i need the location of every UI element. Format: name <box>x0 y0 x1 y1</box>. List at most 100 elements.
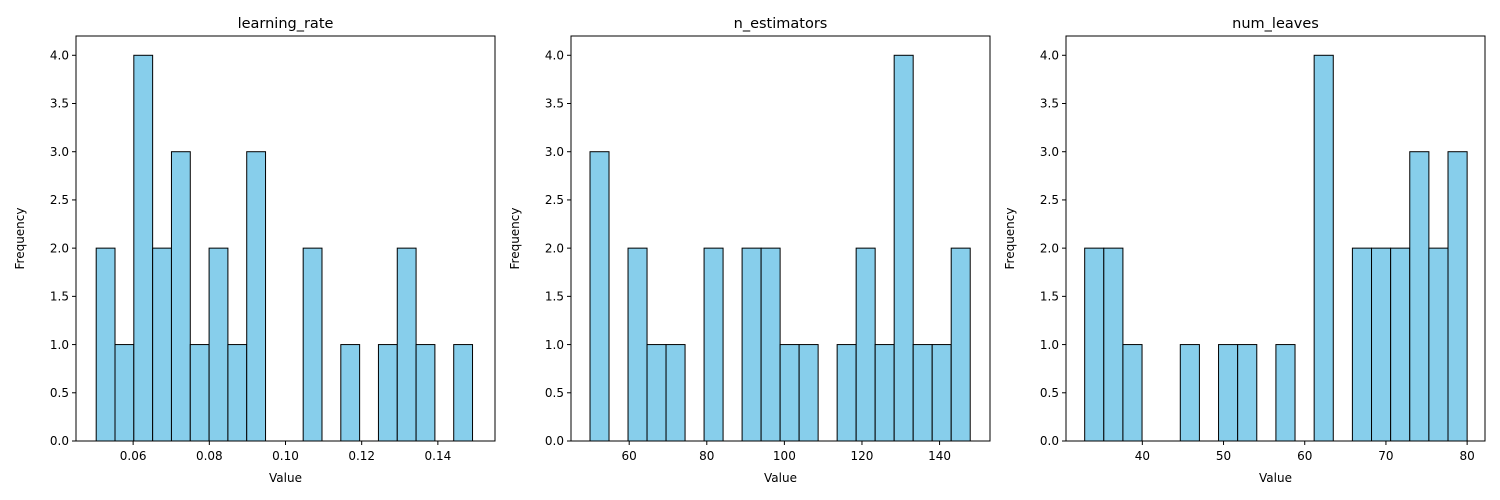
histogram-bar <box>453 344 474 442</box>
histogram-bar <box>133 54 154 442</box>
histogram-bar <box>246 151 267 442</box>
y-tick-label: 4.0 <box>545 48 564 62</box>
histogram-bar <box>1179 344 1200 442</box>
x-tick-label: 80 <box>699 449 714 463</box>
histogram-bar <box>855 247 876 442</box>
x-tick-label: 80 <box>1459 449 1474 463</box>
panel-title: num_leaves <box>1232 16 1319 32</box>
histogram-panel-2: 0.0 0.5 1.0 1.5 2.0 2.5 3.0 3.5 4.0 40 50 60 70 80 Val… <box>1003 16 1486 485</box>
y-tick-label: 1.0 <box>545 338 564 352</box>
histogram-bar <box>377 344 398 442</box>
y-tick-label: 3.0 <box>1040 145 1059 159</box>
x-tick-label: 0.14 <box>425 449 452 463</box>
histogram-bar <box>227 344 248 442</box>
panel-title: learning_rate <box>238 16 334 32</box>
y-tick-label: 0.0 <box>545 434 564 448</box>
y-tick-label: 2.0 <box>50 241 69 255</box>
y-axis-label: Frequency <box>508 208 522 270</box>
panel-title: n_estimators <box>734 16 828 32</box>
x-tick-label: 0.06 <box>120 449 147 463</box>
histogram-bar <box>836 344 857 442</box>
histogram-bar <box>1409 151 1430 442</box>
histogram-panel-1: 0.0 0.5 1.0 1.5 2.0 2.5 3.0 3.5 4.0 60 80 100 120 140… <box>508 16 991 485</box>
histogram-bar <box>1390 247 1411 442</box>
y-tick-label: 2.5 <box>50 193 69 207</box>
x-tick-label: 70 <box>1378 449 1393 463</box>
histogram-bar <box>760 247 781 442</box>
x-axis-label: Value <box>764 471 797 485</box>
histogram-bar <box>665 344 686 442</box>
x-axis-label: Value <box>269 471 302 485</box>
y-tick-label: 0.5 <box>1040 386 1059 400</box>
histogram-bar <box>627 247 648 442</box>
histogram-bar <box>302 247 323 442</box>
y-tick-label: 2.0 <box>545 241 564 255</box>
histogram-bar <box>114 344 135 442</box>
y-tick-label: 2.5 <box>545 193 564 207</box>
y-tick-label: 3.0 <box>545 145 564 159</box>
histogram-bar <box>1371 247 1392 442</box>
y-tick-label: 3.5 <box>1040 97 1059 111</box>
histogram-bar <box>415 344 436 442</box>
histogram-bar <box>912 344 933 442</box>
y-tick-label: 0.5 <box>545 386 564 400</box>
x-tick-label: 0.08 <box>196 449 223 463</box>
x-tick-label: 60 <box>622 449 637 463</box>
histogram-bar <box>589 151 610 442</box>
histogram-bar <box>646 344 667 442</box>
histogram-bar <box>893 54 914 442</box>
y-tick-label: 2.0 <box>1040 241 1059 255</box>
y-tick-label: 0.0 <box>1040 434 1059 448</box>
histogram-bar <box>152 247 172 442</box>
x-axis-label: Value <box>1259 471 1292 485</box>
histogram-bar <box>1084 247 1105 442</box>
histogram-bar <box>1428 247 1449 442</box>
axes-frame <box>1065 35 1486 442</box>
histogram-bar <box>170 151 191 442</box>
y-tick-label: 3.5 <box>545 97 564 111</box>
x-tick-label: 100 <box>773 449 796 463</box>
y-tick-label: 1.0 <box>1040 338 1059 352</box>
histogram-bar <box>741 247 762 442</box>
histogram-bar <box>779 344 800 442</box>
x-tick-label: 50 <box>1216 449 1231 463</box>
y-tick-label: 4.0 <box>1040 48 1059 62</box>
histogram-bar <box>1237 344 1258 442</box>
histogram-bar <box>396 247 417 442</box>
axes-frame <box>570 35 991 442</box>
histogram-bar <box>703 247 724 442</box>
y-tick-label: 2.5 <box>1040 193 1059 207</box>
x-tick-label: 40 <box>1135 449 1150 463</box>
histogram-bar <box>1351 247 1373 442</box>
histogram-bar <box>340 344 361 442</box>
y-tick-label: 0.0 <box>50 434 69 448</box>
y-tick-label: 1.5 <box>545 290 564 304</box>
y-tick-label: 3.5 <box>50 97 69 111</box>
histogram-bar <box>950 247 971 442</box>
y-tick-label: 1.5 <box>1040 290 1059 304</box>
histogram-bar <box>189 344 210 442</box>
y-tick-label: 3.0 <box>50 145 69 159</box>
histogram-bar <box>95 247 116 442</box>
x-tick-label: 120 <box>851 449 874 463</box>
histogram-bar <box>1122 344 1143 442</box>
histogram-bar <box>1103 247 1124 442</box>
x-tick-label: 0.10 <box>272 449 299 463</box>
histogram-bar <box>798 344 819 442</box>
y-tick-label: 0.5 <box>50 386 69 400</box>
x-tick-label: 140 <box>928 449 951 463</box>
histogram-bar <box>931 344 952 442</box>
histogram-bar <box>208 247 229 442</box>
histogram-bar <box>1447 151 1468 442</box>
y-axis-label: Frequency <box>1003 208 1017 270</box>
x-tick-label: 0.12 <box>348 449 375 463</box>
histogram-bar <box>1218 344 1239 442</box>
y-tick-label: 1.0 <box>50 338 69 352</box>
histogram-bar <box>874 344 895 442</box>
x-tick-label: 60 <box>1297 449 1312 463</box>
y-tick-label: 4.0 <box>50 48 69 62</box>
histogram-bar <box>1275 344 1296 442</box>
histogram-bar <box>1313 54 1334 442</box>
y-axis-label: Frequency <box>13 208 27 270</box>
